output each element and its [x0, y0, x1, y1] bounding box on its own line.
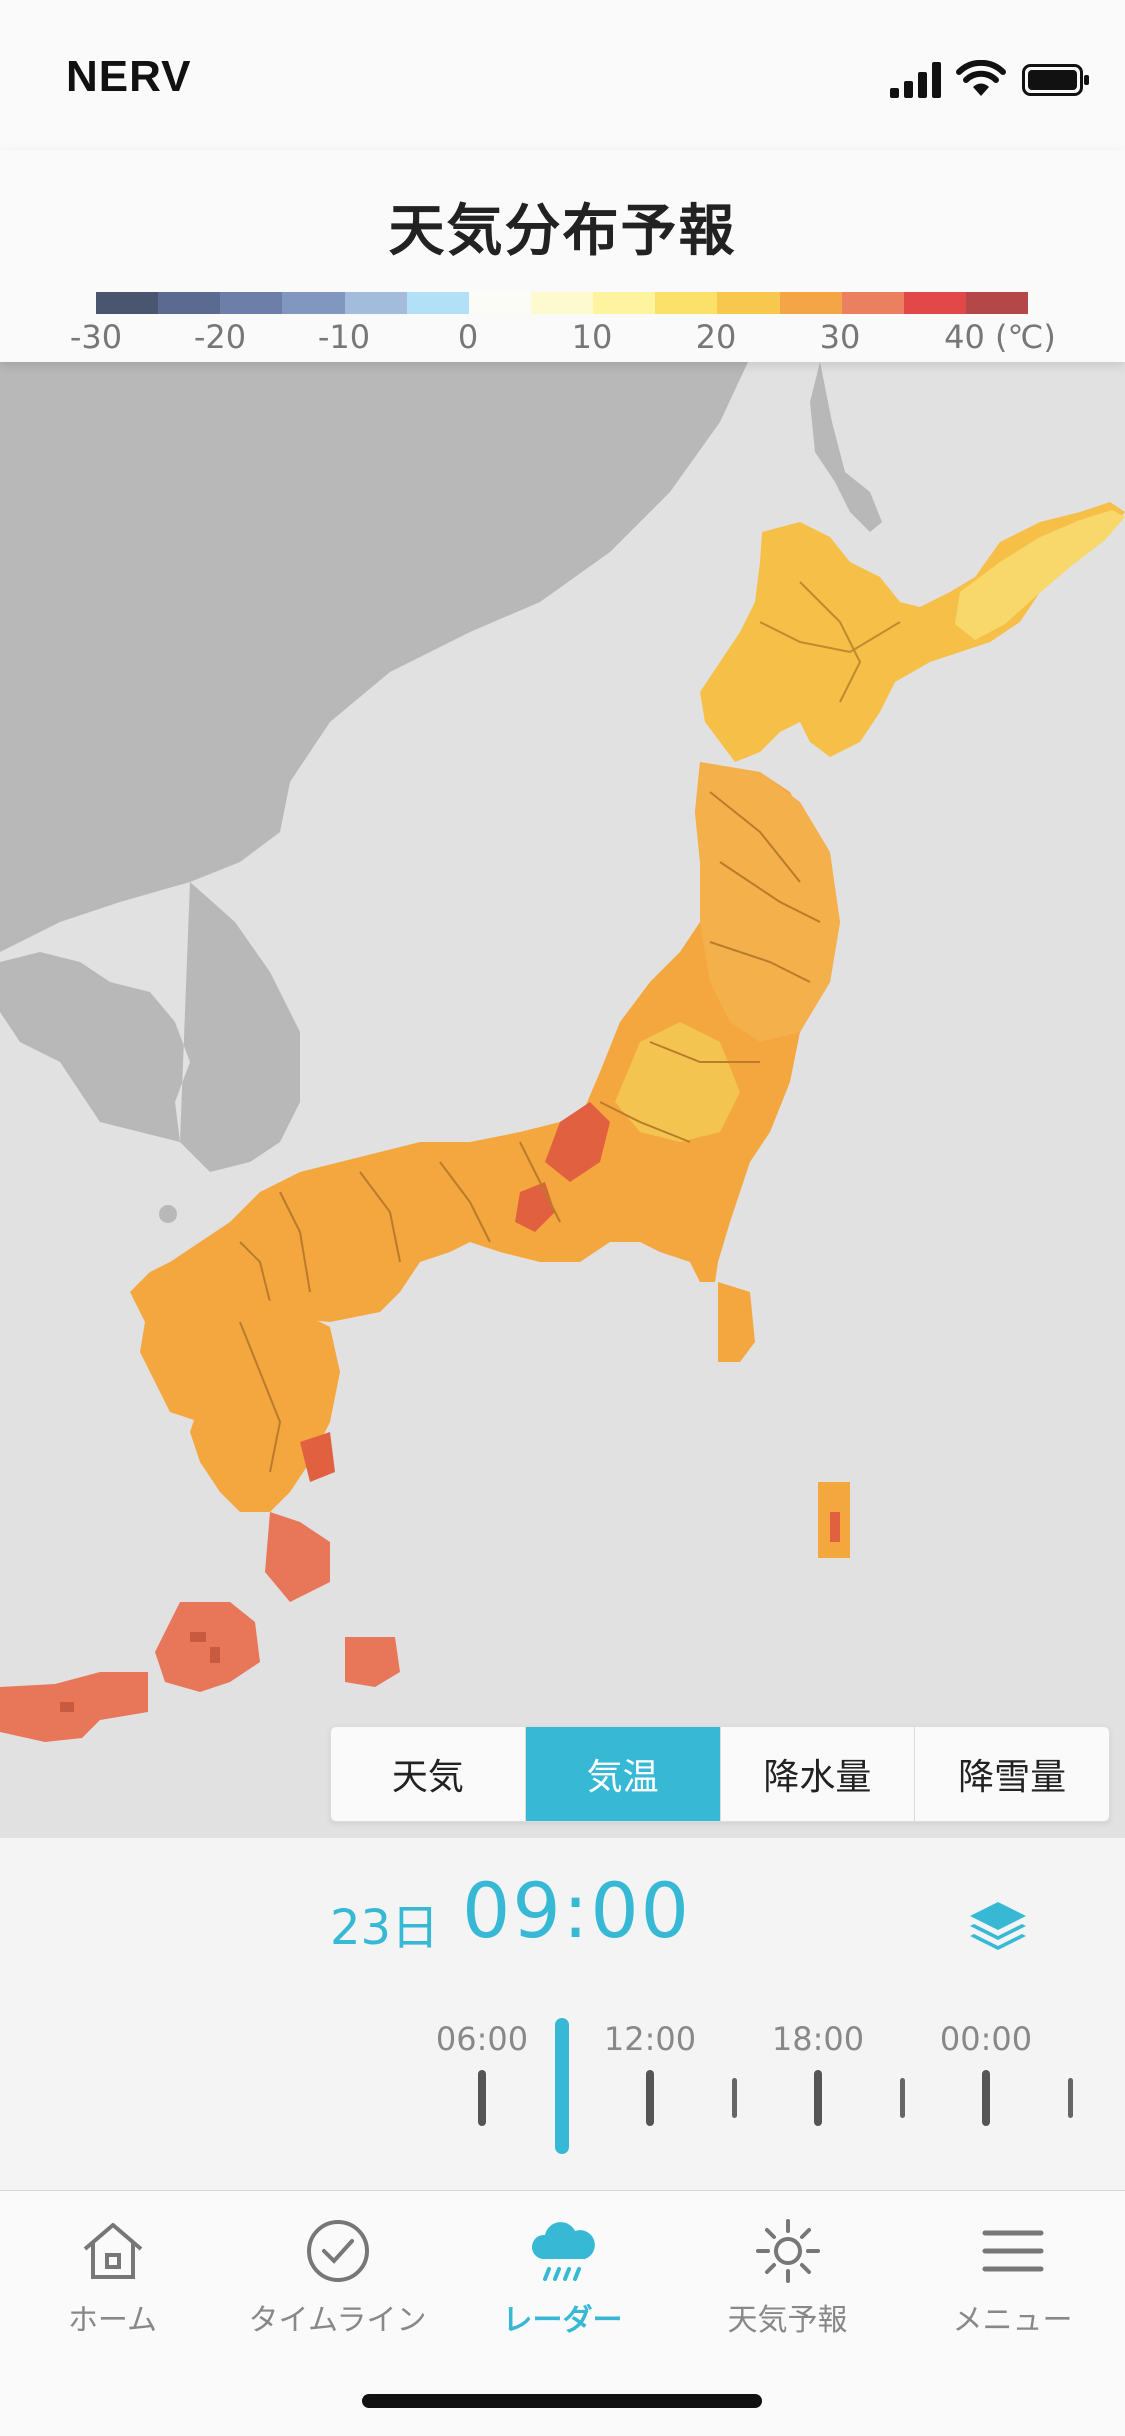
legend-swatch	[220, 292, 283, 314]
time-tick-major	[646, 2070, 654, 2126]
legend-swatch	[406, 292, 469, 314]
kyushu-south-hot	[300, 1432, 335, 1482]
time-tick-label: 06:00	[435, 2020, 529, 2058]
segment-option[interactable]: 降水量	[721, 1727, 916, 1821]
tohoku-region	[695, 762, 840, 1042]
tab-timeline-label: タイムライン	[248, 2303, 427, 2338]
segment-option[interactable]: 気温	[525, 1727, 721, 1821]
check-circle-icon	[306, 2220, 369, 2282]
japan-temperature-map[interactable]	[0, 362, 1125, 1838]
izu-islands	[718, 1282, 755, 1362]
tab-timeline[interactable]: タイムライン	[225, 2201, 450, 2351]
time-tick-minor	[1068, 2078, 1073, 2118]
temperature-legend-bar	[96, 292, 1029, 314]
legend-swatch	[593, 292, 656, 314]
legend-swatch	[344, 292, 407, 314]
battery-icon	[1022, 64, 1089, 96]
time-tick-major	[814, 2070, 822, 2126]
tab-radar-label: レーダー	[502, 2303, 623, 2338]
tab-forecast-label: 天気予報	[727, 2303, 848, 2338]
map-type-segmented-control[interactable]: 天気 気温 降水量 降雪量	[330, 1726, 1110, 1822]
tab-menu[interactable]: メニュー	[900, 2201, 1125, 2351]
time-tick-label: 18:00	[771, 2020, 865, 2058]
legend-label: 0	[457, 318, 479, 356]
time-tick-minor	[900, 2078, 905, 2118]
legend-swatch	[96, 292, 159, 314]
legend-swatch	[282, 292, 345, 314]
tab-home[interactable]: ホーム	[0, 2201, 225, 2351]
time-tick-major	[982, 2070, 990, 2126]
segment-option[interactable]: 天気	[331, 1727, 526, 1821]
alps-hot-core	[545, 1102, 610, 1182]
kinki-hot-core	[515, 1182, 555, 1232]
home-indicator	[362, 2394, 762, 2408]
amami-islands	[265, 1512, 330, 1602]
legend-label: 40 (℃)	[944, 318, 1056, 356]
time-tick-minor	[732, 2078, 737, 2118]
tab-forecast[interactable]: 天気予報	[675, 2201, 900, 2351]
legend-swatch	[717, 292, 780, 314]
time-tick-major	[478, 2070, 486, 2126]
sakhalin-island	[810, 362, 882, 532]
wifi-icon	[956, 60, 1006, 96]
legend-label: 10	[571, 318, 613, 356]
carrier-name: NERV	[66, 52, 192, 101]
hamburger-menu-icon	[982, 2230, 1043, 2272]
korean-peninsula	[0, 882, 300, 1172]
legend-swatch	[841, 292, 904, 314]
status-bar: NERV	[0, 0, 1125, 150]
tab-radar[interactable]: レーダー	[450, 2201, 675, 2351]
legend-swatch	[965, 292, 1029, 314]
okinawa-main	[155, 1602, 260, 1692]
time-slider-cursor[interactable]	[555, 2018, 569, 2154]
tab-home-label: ホーム	[67, 2303, 158, 2338]
rain-cloud-icon	[531, 2222, 595, 2281]
legend-label: 30	[819, 318, 861, 356]
segment-option[interactable]: 降雪量	[958, 1757, 1067, 1798]
miyako-islands	[345, 1637, 400, 1687]
weather-map[interactable]	[0, 362, 1125, 1838]
layers-icon[interactable]	[966, 1896, 1030, 1960]
legend-swatch	[530, 292, 594, 314]
legend-swatch	[655, 292, 718, 314]
page-title: 天気分布予報	[388, 199, 737, 264]
legend-label: -20	[193, 318, 247, 356]
legend-label: -10	[317, 318, 371, 356]
time-tick-label: 12:00	[603, 2020, 697, 2058]
kyushu-region	[190, 1297, 340, 1512]
header: 天気分布予報 -30 -20 -10 0 10 20 30 40 (℃)	[0, 150, 1125, 362]
forecast-day: 23日	[330, 1900, 440, 1956]
legend-label: -30	[69, 318, 123, 356]
legend-swatch	[903, 292, 966, 314]
hokkaido-east-warm	[955, 510, 1125, 640]
legend-label: 20	[695, 318, 737, 356]
honshu-region	[130, 762, 840, 1422]
temperature-legend-labels: -30 -20 -10 0 10 20 30 40 (℃)	[0, 318, 1125, 358]
legend-swatch	[779, 292, 842, 314]
forecast-time: 09:00	[462, 1866, 692, 1955]
legend-swatch	[158, 292, 221, 314]
signal-strength-icon	[890, 62, 941, 98]
time-tick-label: 00:00	[939, 2020, 1033, 2058]
sun-icon	[755, 2219, 820, 2283]
legend-swatch	[468, 292, 531, 314]
central-honshu-warm-core	[615, 1022, 740, 1142]
tab-menu-label: メニュー	[952, 2303, 1073, 2338]
home-icon	[83, 2223, 142, 2279]
mainland-asia-landmass	[0, 362, 748, 952]
